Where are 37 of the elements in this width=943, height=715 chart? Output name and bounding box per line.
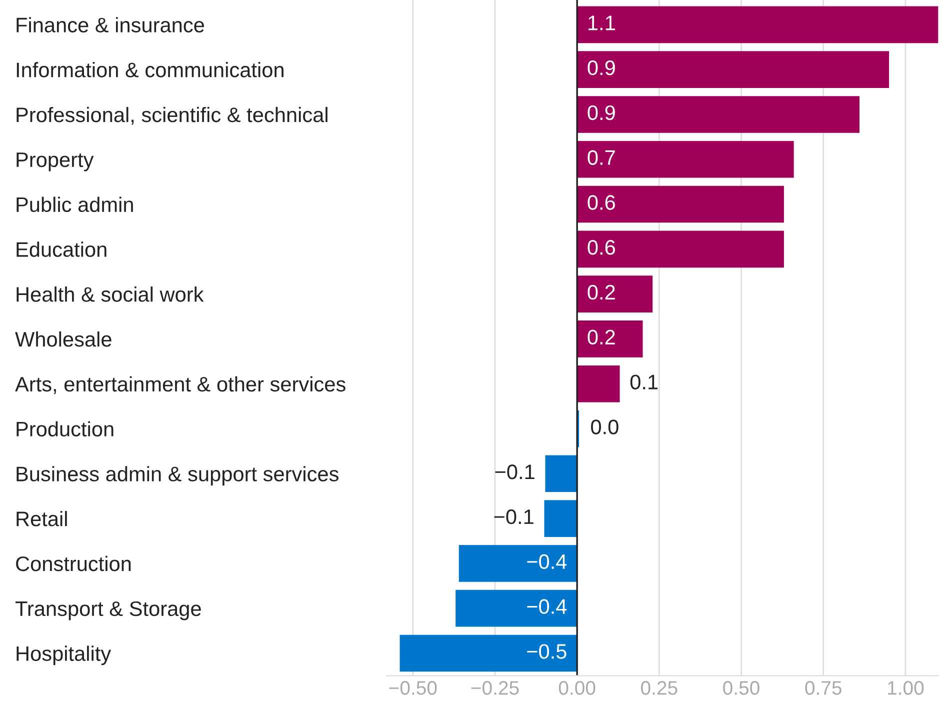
data-label: 0.6 — [588, 240, 615, 255]
y-tick-label: Information & communication — [16, 62, 284, 78]
x-tick-label: −0.25 — [471, 681, 519, 695]
data-label: −0.4 — [527, 599, 567, 614]
x-tick-label: 1.00 — [888, 681, 924, 695]
data-label: −0.1 — [494, 509, 534, 524]
x-tick-label: 0.50 — [723, 681, 760, 695]
data-label: −0.1 — [495, 464, 534, 480]
y-tick-label: Production — [16, 421, 114, 437]
y-tick-label: Wholesale — [15, 331, 112, 347]
y-tick-label: Health & social work — [16, 286, 204, 302]
data-label: −0.4 — [527, 554, 567, 570]
y-tick-label: Education — [16, 242, 106, 257]
y-tick-label: Hospitality — [16, 646, 112, 666]
y-tick-label: Finance & insurance — [16, 17, 204, 32]
data-label: 0.0 — [591, 420, 618, 434]
data-label: 0.9 — [588, 60, 615, 76]
data-label: 0.2 — [588, 330, 615, 345]
x-tick-label: 0.00 — [558, 681, 596, 695]
y-tick-label: Arts, entertainment & other services — [15, 376, 346, 394]
data-label: 1.1 — [588, 16, 615, 30]
y-tick-label: Construction — [16, 556, 131, 572]
data-label: 0.2 — [588, 284, 615, 300]
y-tick-label: Business admin & support services — [16, 466, 338, 486]
y-tick-label: Public admin — [16, 196, 133, 212]
y-tick-label: Retail — [16, 510, 67, 526]
data-label: 0.9 — [588, 105, 615, 120]
x-tick-label: 0.75 — [805, 681, 842, 695]
y-tick-label: Transport & Storage — [15, 601, 201, 620]
y-tick-label: Professional, scientific & technical — [16, 106, 328, 125]
data-label: 0.1 — [630, 374, 658, 390]
data-label: 0.7 — [588, 150, 615, 165]
data-label: −0.5 — [527, 644, 566, 659]
y-tick-label: Property — [16, 152, 94, 172]
x-tick-label: 0.25 — [641, 681, 678, 695]
x-tick-label: −0.50 — [389, 681, 437, 695]
data-label: 0.6 — [588, 195, 615, 210]
